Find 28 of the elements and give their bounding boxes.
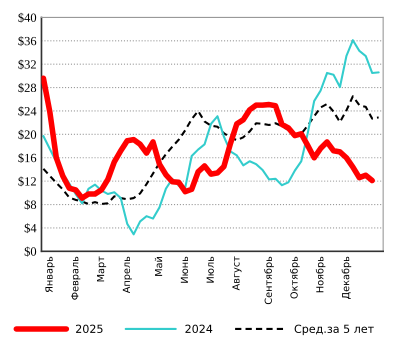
x-tick-label: Июнь xyxy=(180,256,188,283)
x-tick-label: Сентябрь xyxy=(264,256,274,304)
y-tick-label: $20 xyxy=(18,130,36,140)
legend-label: Сред.за 5 лет xyxy=(294,324,374,336)
y-tick-label: $36 xyxy=(18,36,36,46)
line-series xyxy=(42,39,380,236)
legend-label: 2025 xyxy=(76,324,103,334)
y-tick-label: $40 xyxy=(18,12,36,23)
x-tick-label: Август xyxy=(232,256,242,290)
y-tick-label: $28 xyxy=(18,82,36,93)
y-tick-label: $4 xyxy=(24,223,36,234)
y-tick-label: $0 xyxy=(24,246,36,257)
x-tick-label: Апрель xyxy=(122,256,132,294)
x-tick-label: Март xyxy=(97,256,106,282)
y-tick-label: $32 xyxy=(18,60,36,70)
x-tick-label: Январь xyxy=(45,256,55,292)
y-tick-label: $24 xyxy=(18,106,36,116)
x-tick-label: Октябрь xyxy=(290,256,300,299)
x-tick-label: Февраль xyxy=(71,256,80,300)
y-tick-label: $8 xyxy=(24,200,36,210)
x-tick-label: Ноябрь xyxy=(316,256,326,292)
x-tick-label: Май xyxy=(154,257,162,276)
legend-label: 2024 xyxy=(185,324,212,334)
line-series xyxy=(42,95,380,205)
x-tick-label: Декабрь xyxy=(342,256,352,299)
y-tick-label: $12 xyxy=(18,176,36,186)
x-tick-label: Июль xyxy=(206,256,214,283)
y-tick-label: $16 xyxy=(18,153,36,164)
